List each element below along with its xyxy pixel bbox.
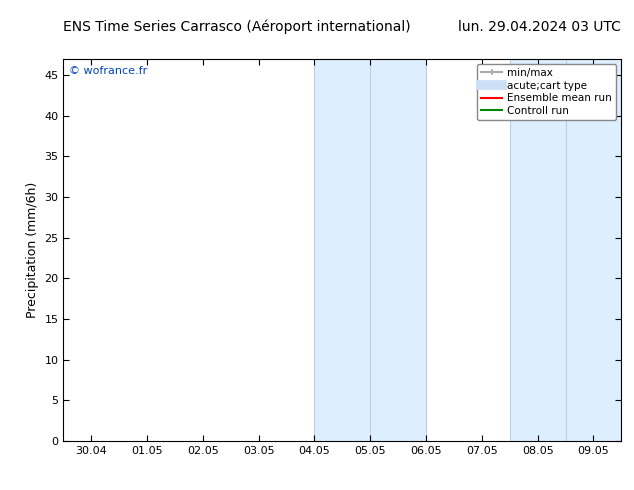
Legend: min/max, acute;cart type, Ensemble mean run, Controll run: min/max, acute;cart type, Ensemble mean … bbox=[477, 64, 616, 120]
Y-axis label: Precipitation (mm/6h): Precipitation (mm/6h) bbox=[26, 182, 39, 318]
Bar bbox=[314, 59, 426, 441]
Text: ENS Time Series Carrasco (Aéroport international): ENS Time Series Carrasco (Aéroport inter… bbox=[63, 20, 411, 34]
Text: lun. 29.04.2024 03 UTC: lun. 29.04.2024 03 UTC bbox=[458, 20, 621, 34]
Text: © wofrance.fr: © wofrance.fr bbox=[69, 67, 147, 76]
Bar bbox=[510, 59, 621, 441]
